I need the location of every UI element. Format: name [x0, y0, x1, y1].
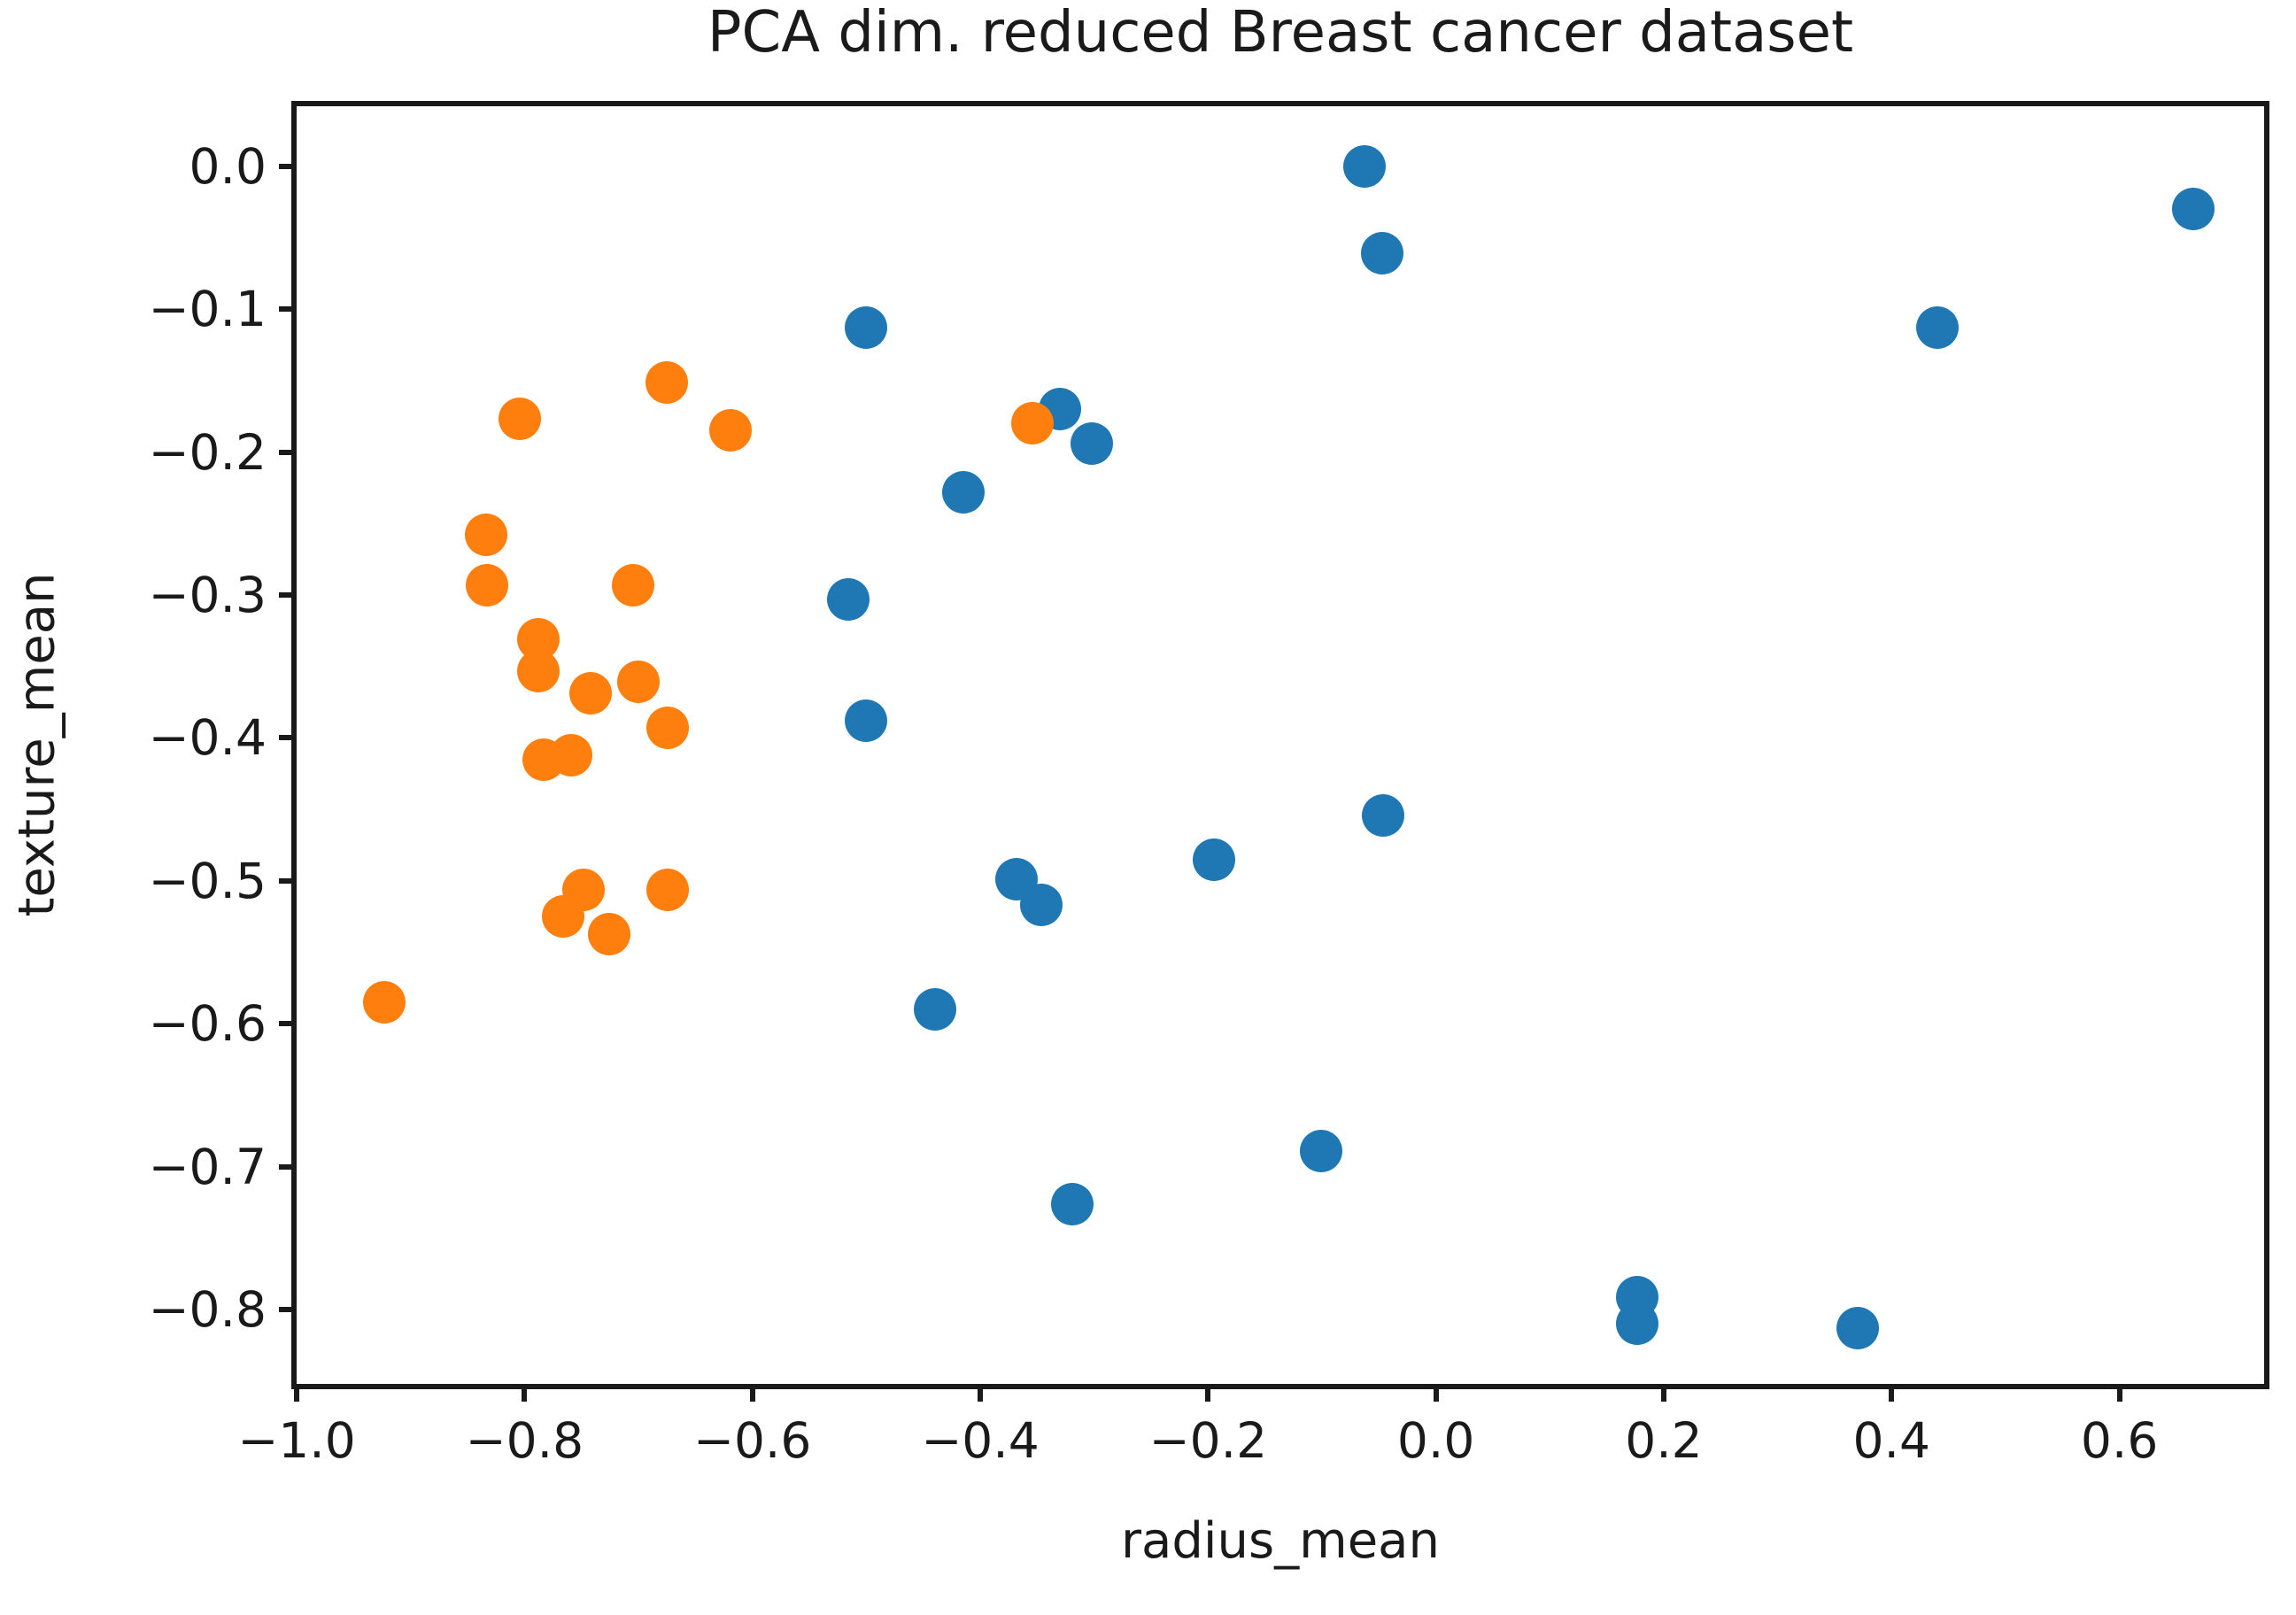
- scatter-point: [646, 360, 689, 404]
- scatter-point: [1192, 838, 1235, 881]
- scatter-point: [913, 988, 956, 1032]
- scatter-point: [1051, 1182, 1094, 1225]
- y-tick-mark: [279, 735, 297, 741]
- scatter-point: [568, 672, 612, 715]
- x-tick-label: −1.0: [237, 1412, 356, 1469]
- scatter-point: [1071, 421, 1114, 465]
- scatter-point: [1011, 402, 1055, 445]
- x-tick-label: −0.2: [1148, 1412, 1268, 1469]
- y-tick-label: −0.1: [148, 281, 267, 338]
- x-tick-mark: [749, 1384, 755, 1402]
- scatter-point: [363, 981, 406, 1024]
- y-axis-label: texture_mean: [8, 572, 66, 917]
- x-tick-label: 0.0: [1396, 1412, 1475, 1469]
- y-tick-mark: [279, 306, 297, 313]
- scatter-point: [709, 409, 753, 452]
- scatter-point: [465, 563, 508, 607]
- x-axis-label: radius_mean: [1121, 1512, 1440, 1570]
- y-tick-label: −0.6: [148, 995, 267, 1053]
- scatter-point: [587, 912, 630, 955]
- x-tick-label: −0.6: [692, 1412, 812, 1469]
- scatter-point: [1361, 232, 1404, 275]
- scatter-point: [1362, 793, 1405, 837]
- y-tick-label: −0.4: [148, 709, 267, 767]
- x-tick-mark: [522, 1384, 528, 1402]
- x-tick-mark: [2116, 1384, 2122, 1402]
- x-tick-mark: [1205, 1384, 1211, 1402]
- scatter-point: [845, 306, 888, 350]
- x-tick-mark: [294, 1384, 299, 1402]
- y-tick-mark: [279, 877, 297, 884]
- x-tick-label: 0.4: [1852, 1412, 1930, 1469]
- y-tick-mark: [279, 592, 297, 599]
- y-tick-label: −0.2: [148, 423, 267, 481]
- x-tick-mark: [1433, 1384, 1439, 1402]
- y-tick-label: −0.5: [148, 852, 267, 909]
- x-tick-mark: [977, 1384, 983, 1402]
- scatter-point: [845, 699, 888, 743]
- x-tick-mark: [1660, 1384, 1666, 1402]
- scatter-point: [516, 649, 560, 692]
- x-tick-label: 0.2: [1625, 1412, 1703, 1469]
- scatter-point: [1836, 1307, 1879, 1350]
- scatter-point: [2172, 188, 2215, 231]
- scatter-point: [542, 895, 585, 939]
- y-tick-label: −0.8: [148, 1281, 267, 1339]
- scatter-point: [611, 563, 654, 607]
- scatter-point: [1020, 884, 1063, 927]
- y-tick-mark: [279, 1163, 297, 1170]
- scatter-point: [1616, 1302, 1659, 1346]
- x-tick-mark: [1889, 1384, 1895, 1402]
- scatter-point: [616, 661, 660, 704]
- chart-title: PCA dim. reduced Breast cancer dataset: [707, 0, 1854, 66]
- scatter-point: [646, 707, 690, 750]
- plot-area: −1.0 −0.8 −0.6 −0.4 −0.2 0.0 0.2 0.4 0.6 0.0 −0.1 −…: [148, 101, 2269, 1469]
- scatter-point: [1342, 144, 1386, 188]
- scatter-point: [646, 868, 690, 911]
- scatter-point: [550, 733, 593, 777]
- scatter-point: [1915, 306, 1959, 350]
- scatter-point: [826, 577, 870, 621]
- y-tick-label: −0.7: [148, 1138, 267, 1195]
- y-tick-mark: [279, 449, 297, 455]
- y-tick-mark: [279, 1021, 297, 1027]
- y-tick-label: 0.0: [189, 137, 267, 195]
- x-tick-label: −0.4: [921, 1412, 1040, 1469]
- scatter-point: [499, 398, 542, 441]
- scatter-point: [464, 514, 507, 557]
- scatter-point: [1299, 1129, 1342, 1172]
- scatter-point: [941, 470, 985, 514]
- x-tick-label: −0.8: [465, 1412, 584, 1469]
- y-tick-mark: [279, 163, 297, 169]
- y-tick-mark: [279, 1307, 297, 1313]
- x-tick-label: 0.6: [2080, 1412, 2159, 1469]
- y-tick-label: −0.3: [148, 567, 267, 624]
